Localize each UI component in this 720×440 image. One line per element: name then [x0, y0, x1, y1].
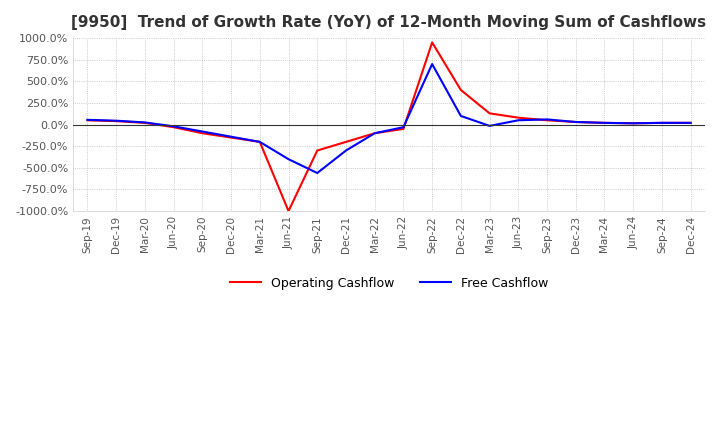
Free Cashflow — [629, 121, 637, 126]
Operating Cashflow — [657, 120, 666, 125]
Free Cashflow — [140, 120, 149, 125]
Operating Cashflow — [514, 115, 523, 120]
Operating Cashflow — [342, 139, 351, 144]
Operating Cashflow — [572, 119, 580, 125]
Free Cashflow — [370, 131, 379, 136]
Operating Cashflow — [543, 117, 552, 123]
Free Cashflow — [543, 117, 552, 122]
Legend: Operating Cashflow, Free Cashflow: Operating Cashflow, Free Cashflow — [225, 272, 553, 295]
Operating Cashflow — [169, 125, 178, 130]
Operating Cashflow — [456, 88, 465, 93]
Free Cashflow — [399, 125, 408, 130]
Free Cashflow — [572, 119, 580, 125]
Operating Cashflow — [370, 131, 379, 136]
Free Cashflow — [514, 117, 523, 123]
Line: Free Cashflow: Free Cashflow — [87, 64, 690, 173]
Operating Cashflow — [313, 148, 322, 153]
Free Cashflow — [284, 157, 293, 162]
Operating Cashflow — [198, 131, 207, 136]
Operating Cashflow — [256, 139, 264, 144]
Free Cashflow — [256, 139, 264, 144]
Operating Cashflow — [284, 209, 293, 214]
Free Cashflow — [657, 120, 666, 125]
Title: [9950]  Trend of Growth Rate (YoY) of 12-Month Moving Sum of Cashflows: [9950] Trend of Growth Rate (YoY) of 12-… — [71, 15, 706, 30]
Free Cashflow — [198, 129, 207, 134]
Free Cashflow — [456, 114, 465, 119]
Free Cashflow — [485, 123, 494, 128]
Operating Cashflow — [485, 111, 494, 116]
Free Cashflow — [169, 124, 178, 129]
Free Cashflow — [227, 134, 235, 139]
Operating Cashflow — [686, 120, 695, 125]
Operating Cashflow — [140, 120, 149, 125]
Operating Cashflow — [399, 126, 408, 132]
Free Cashflow — [428, 62, 436, 67]
Free Cashflow — [112, 118, 120, 123]
Operating Cashflow — [600, 120, 609, 125]
Operating Cashflow — [112, 118, 120, 124]
Free Cashflow — [686, 120, 695, 125]
Operating Cashflow — [629, 121, 637, 126]
Operating Cashflow — [227, 135, 235, 140]
Line: Operating Cashflow: Operating Cashflow — [87, 42, 690, 211]
Free Cashflow — [313, 170, 322, 176]
Free Cashflow — [342, 148, 351, 153]
Operating Cashflow — [428, 40, 436, 45]
Free Cashflow — [600, 120, 609, 125]
Operating Cashflow — [83, 117, 91, 123]
Free Cashflow — [83, 117, 91, 122]
